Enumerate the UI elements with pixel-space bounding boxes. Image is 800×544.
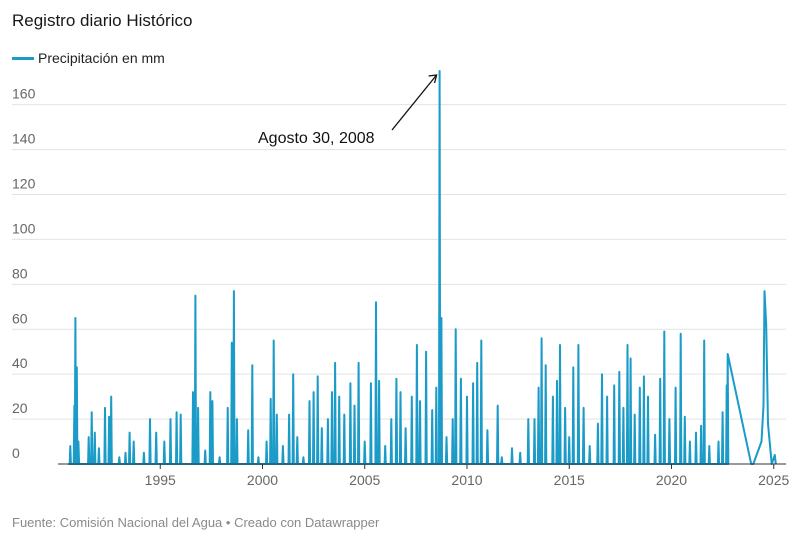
axes: 0 20 40 60 80 100 120 140 160 1995 2000 2005 2010 201…	[12, 86, 790, 488]
annotation-label: Agosto 30, 2008	[258, 130, 375, 147]
series-line	[68, 70, 777, 465]
x-tick-label: 2020	[656, 472, 687, 488]
chart-title: Registro diario Histórico	[12, 11, 193, 30]
y-tick-label: 80	[12, 265, 28, 281]
y-tick-label: 120	[12, 176, 36, 192]
y-tick-label: 40	[12, 355, 28, 371]
y-tick-label: 160	[12, 86, 36, 102]
y-tick-label: 20	[12, 400, 28, 416]
y-tick-label: 60	[12, 310, 28, 326]
source-footer: Fuente: Comisión Nacional del Agua • Cre…	[12, 515, 380, 530]
x-tick-label: 1995	[145, 472, 176, 488]
series-precipitation-line	[68, 70, 777, 465]
x-tick-label: 2010	[451, 472, 482, 488]
annotation-arrow-line	[391, 74, 438, 131]
x-tick-label: 2000	[247, 472, 278, 488]
legend-label: Precipitación en mm	[38, 50, 165, 66]
x-tick-label: 2005	[349, 472, 380, 488]
annotations: Agosto 30, 2008	[258, 74, 438, 147]
legend-swatch	[12, 56, 34, 60]
annotation-arrow-head	[428, 74, 438, 84]
x-tick-label: 2015	[554, 472, 585, 488]
y-tick-label: 100	[12, 220, 36, 236]
grid-lines	[12, 104, 786, 420]
chart-legend: Precipitación en mm	[12, 50, 165, 66]
y-tick-label: 0	[12, 445, 20, 461]
x-tick-label: 2025	[758, 472, 789, 488]
y-tick-label: 140	[12, 131, 36, 147]
